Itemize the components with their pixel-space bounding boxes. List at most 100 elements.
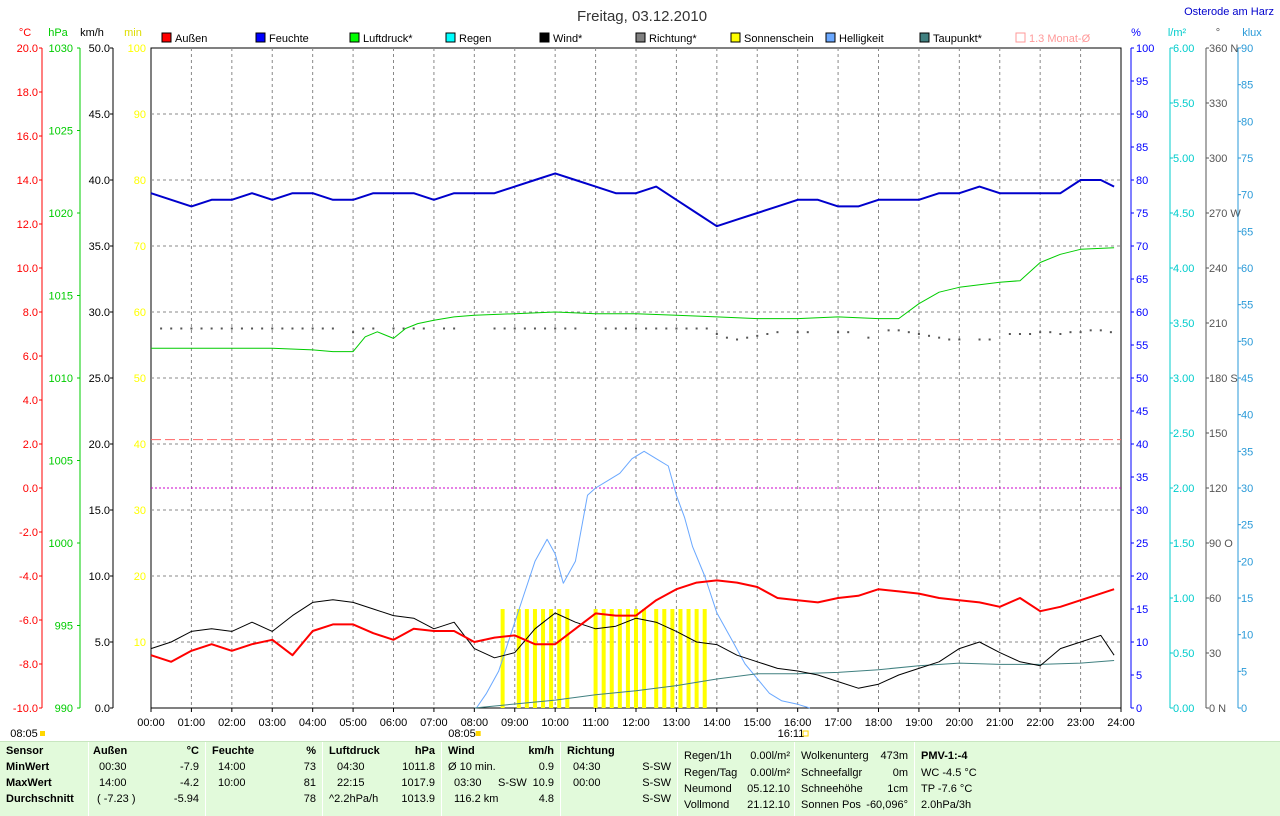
tick-label-pressure-2: 1020 <box>49 208 73 220</box>
tick-label-direction-11: 30 <box>1209 648 1221 660</box>
direction-dot-44 <box>685 327 688 330</box>
tick-label-sun-9: 10 <box>134 637 146 649</box>
tick-label-humidity-15: 25 <box>1136 538 1148 550</box>
unit-pressure: hPa <box>48 27 68 39</box>
tick-label-pressure-3: 1015 <box>49 291 73 303</box>
direction-dot-61 <box>907 331 910 334</box>
schneefallgr-value: 0m <box>892 767 908 779</box>
tick-label-temp-1: 18.0 <box>17 87 38 99</box>
sunset-marker <box>802 730 809 737</box>
vollmond-value: 21.12.10 <box>747 799 790 811</box>
legend-label-6: Sonnenschein <box>744 33 814 45</box>
x-axis: 00:00 01:00 02:00 03:00 04:00 05:00 06:00 07:00… <box>10 708 1135 740</box>
direction-dot-59 <box>887 329 890 332</box>
tick-label-rain-6: 3.00 <box>1173 373 1194 385</box>
legend-swatch-2 <box>349 32 360 43</box>
sonnenpos-value: -60,096° <box>866 799 908 811</box>
tick-label-temp-12: -4.0 <box>19 571 38 583</box>
tick-label-direction-0: 360 N <box>1209 43 1238 55</box>
tick-label-brightness-12: 30 <box>1241 483 1253 495</box>
tick-label-brightness-18: 0 <box>1241 703 1247 715</box>
unit-temp: °C <box>19 27 31 39</box>
tick-label-direction-12: 0 N <box>1209 703 1226 715</box>
direction-dot-31 <box>533 327 536 330</box>
tick-label-sun-7: 30 <box>134 505 146 517</box>
legend-label-3: Regen <box>459 33 491 45</box>
direction-dot-60 <box>897 329 900 332</box>
tick-label-brightness-5: 65 <box>1241 226 1253 238</box>
wind-unit: km/h <box>528 745 554 757</box>
tick-label-brightness-16: 10 <box>1241 630 1253 642</box>
tick-label-wind-7: 15.0 <box>89 505 110 517</box>
neumond-value: 05.12.10 <box>747 783 790 795</box>
direction-dot-74 <box>1059 333 1062 335</box>
tick-label-pressure-7: 995 <box>55 621 73 633</box>
direction-dot-17 <box>331 327 334 330</box>
tick-label-brightness-7: 55 <box>1241 300 1253 312</box>
x-tick-label-6: 06:00 <box>380 717 408 729</box>
schneehoehe-value: 1cm <box>887 783 908 795</box>
stats-sensor: Sensor MinWert MaxWert Durchschnitt <box>0 742 89 816</box>
tick-label-pressure-4: 1010 <box>49 373 73 385</box>
tick-label-humidity-4: 80 <box>1136 175 1148 187</box>
direction-dot-12 <box>281 327 284 330</box>
tick-label-temp-14: -8.0 <box>19 659 38 671</box>
unit-wind: km/h <box>80 27 104 39</box>
sunshine-bar-10 <box>609 609 614 708</box>
richtung-avg-value: S-SW <box>642 793 671 805</box>
tick-label-humidity-11: 45 <box>1136 406 1148 418</box>
tick-label-temp-7: 6.0 <box>23 351 38 363</box>
tick-label-sun-2: 80 <box>134 175 146 187</box>
direction-dot-55 <box>806 331 809 334</box>
direction-dot-34 <box>564 327 567 330</box>
aussen-min-value: -7.9 <box>180 761 199 773</box>
sunrise-time-label: 08:05 <box>448 728 476 740</box>
x-tick-label-5: 05:00 <box>339 717 367 729</box>
tick-label-direction-10: 60 <box>1209 593 1221 605</box>
tick-label-wind-3: 35.0 <box>89 241 110 253</box>
tick-label-temp-10: 0.0 <box>23 483 38 495</box>
direction-dot-64 <box>938 336 941 339</box>
luftdruck-max-time: 22:15 <box>337 777 365 789</box>
sunshine-bar-19 <box>686 609 691 708</box>
tick-label-wind-4: 30.0 <box>89 307 110 319</box>
direction-dot-65 <box>948 338 951 341</box>
tick-label-humidity-12: 40 <box>1136 439 1148 451</box>
direction-dot-1 <box>170 327 173 330</box>
direction-dot-50 <box>746 336 749 339</box>
direction-dot-28 <box>503 327 506 330</box>
tick-label-pressure-5: 1005 <box>49 456 73 468</box>
series-wind <box>150 599 1115 689</box>
sunshine-bar-1 <box>516 609 521 708</box>
legend-swatch-1 <box>255 32 266 43</box>
tick-label-rain-2: 5.00 <box>1173 153 1194 165</box>
direction-dot-5 <box>210 327 213 330</box>
tick-label-rain-10: 1.00 <box>1173 593 1194 605</box>
legend: Außen Feuchte Luftdruck* Regen Wind* Richtung… <box>161 32 1091 45</box>
stats-pmv: PMV-1:-4 WC -4.5 °C TP -7.6 °C 2.0hPa/3h <box>915 742 1279 816</box>
pressure-trend-value: 2.0hPa/3h <box>921 799 972 811</box>
direction-dot-42 <box>665 327 668 330</box>
tick-label-humidity-16: 20 <box>1136 571 1148 583</box>
tick-label-humidity-19: 5 <box>1136 670 1142 682</box>
direction-dot-43 <box>675 327 678 330</box>
wind-avg10-label: Ø 10 min. <box>448 761 496 773</box>
x-tick-label-8: 08:00 <box>461 717 489 729</box>
stats-panel: Sensor MinWert MaxWert Durchschnitt Auße… <box>0 741 1280 816</box>
tick-label-pressure-0: 1030 <box>49 43 73 55</box>
direction-dot-22 <box>402 327 405 330</box>
aussen-unit: °C <box>186 745 199 757</box>
aussen-title: Außen <box>93 745 128 757</box>
tick-label-rain-0: 6.00 <box>1173 43 1194 55</box>
x-tick-label-2: 02:00 <box>218 717 246 729</box>
direction-dot-45 <box>695 327 698 330</box>
unit-direction: ° <box>1216 27 1220 39</box>
unit-humidity: % <box>1131 27 1141 39</box>
direction-dot-77 <box>1089 329 1092 332</box>
luftdruck-trend: ^2.2hPa/h <box>329 793 379 805</box>
legend-swatch-4 <box>539 32 550 43</box>
wolkenunterg-label: Wolkenunterg <box>801 750 869 762</box>
feuchte-avg-value: 78 <box>303 793 316 805</box>
schneehoehe-label: Schneehöhe <box>801 783 863 795</box>
tick-label-sun-6: 40 <box>134 439 146 451</box>
